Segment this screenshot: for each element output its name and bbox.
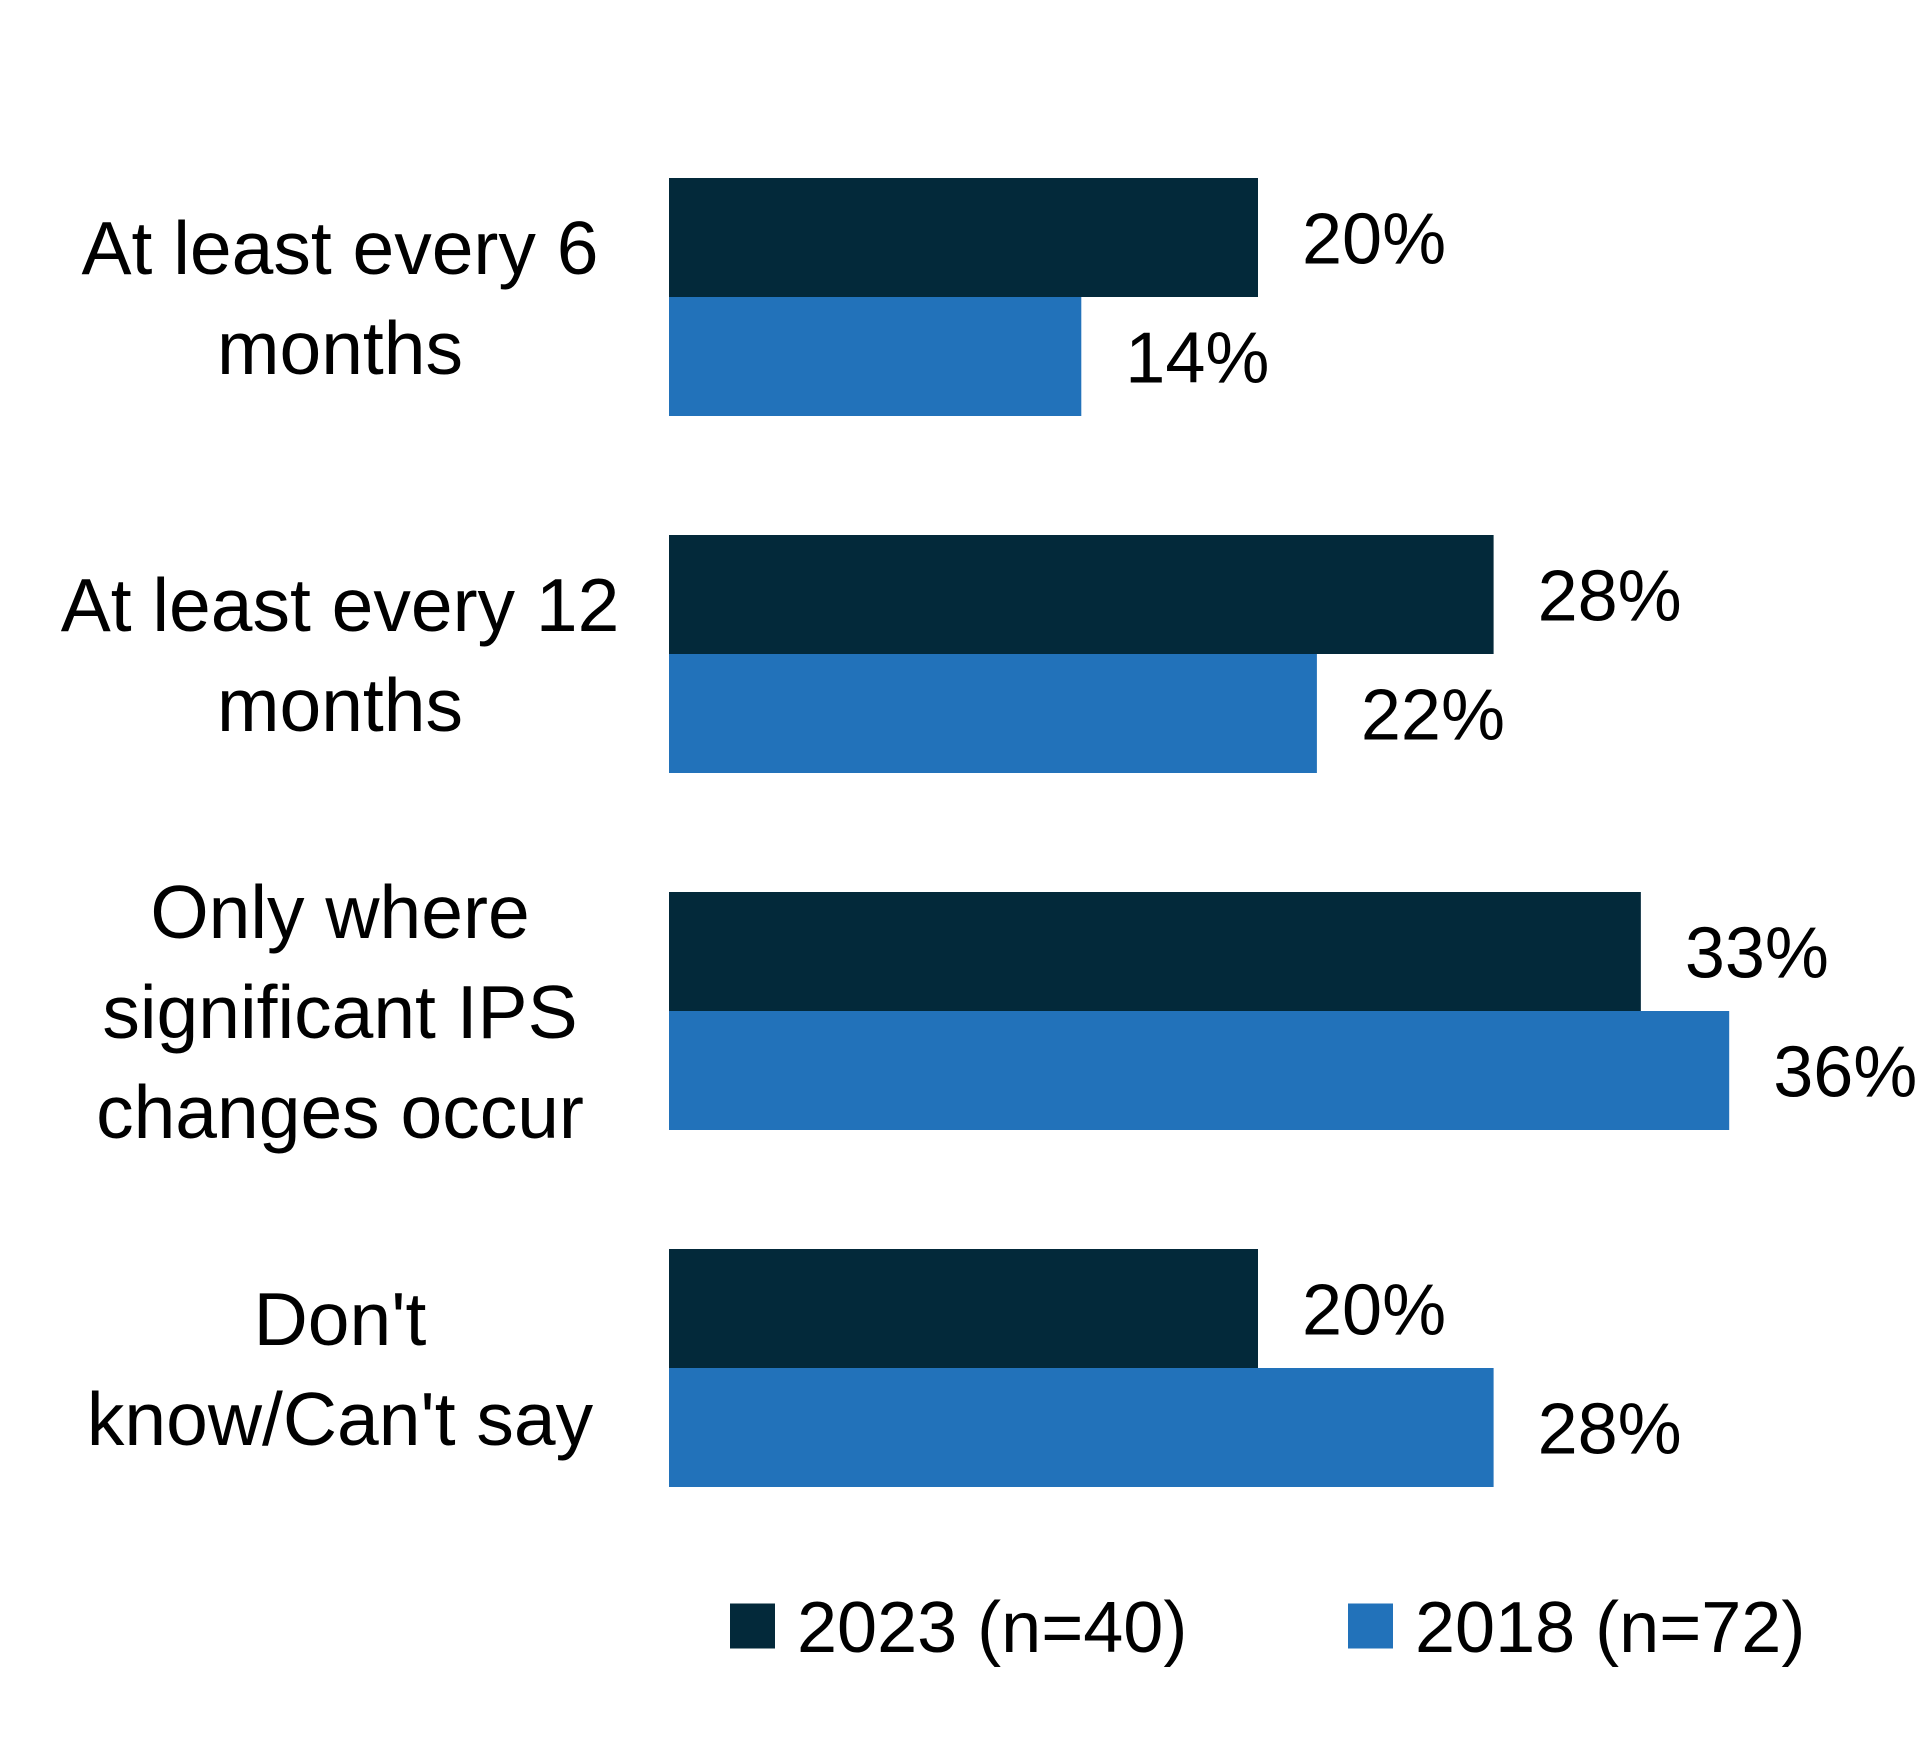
data-label: 22% [1361, 675, 1505, 755]
bar [669, 1249, 1258, 1368]
legend-label: 2018 (n=72) [1415, 1588, 1805, 1668]
category-label: At least every 6 months [82, 206, 599, 390]
bar [669, 1368, 1494, 1487]
data-label: 28% [1538, 556, 1682, 636]
category-label-line: Only where [150, 870, 529, 954]
legend-label: 2023 (n=40) [797, 1588, 1187, 1668]
category-label: At least every 12 months [61, 563, 620, 747]
category-label-line: months [217, 306, 463, 390]
category-label-line: significant IPS [102, 970, 577, 1054]
category-label-line: At least every 12 [61, 563, 620, 647]
data-label: 20% [1302, 199, 1446, 279]
category-label: Don't know/Can't say [87, 1277, 594, 1461]
bar [669, 178, 1258, 297]
data-label: 36% [1773, 1032, 1917, 1112]
bar [669, 892, 1641, 1011]
bar [669, 1011, 1730, 1130]
bar [669, 535, 1494, 654]
bar [669, 654, 1317, 773]
category-label-line: months [217, 663, 463, 747]
category-label-line: changes occur [96, 1070, 584, 1154]
category-label: Only where significant IPS changes occur [96, 870, 584, 1154]
bar [669, 297, 1082, 416]
legend-swatch [730, 1603, 775, 1649]
category-label-line: know/Can't say [87, 1377, 594, 1461]
data-label: 20% [1302, 1270, 1446, 1350]
legend-swatch [1348, 1603, 1393, 1649]
data-label: 33% [1685, 913, 1829, 993]
data-label: 28% [1538, 1389, 1682, 1469]
category-label-line: Don't [254, 1277, 427, 1361]
data-label: 14% [1125, 318, 1269, 398]
category-label-line: At least every 6 [82, 206, 599, 290]
